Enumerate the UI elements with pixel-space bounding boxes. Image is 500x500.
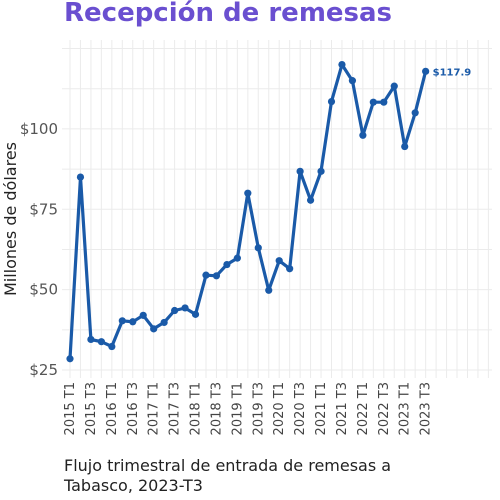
data-point — [306, 196, 315, 204]
data-point — [390, 82, 398, 90]
x-tick-label: 2017 T1 — [147, 382, 162, 435]
data-point — [223, 260, 231, 269]
data-point — [296, 167, 304, 175]
data-point — [265, 286, 273, 294]
chart-caption: Flujo trimestral de entrada de remesas a… — [64, 456, 484, 496]
data-point — [76, 173, 85, 181]
data-point — [129, 318, 137, 326]
data-point — [191, 310, 200, 318]
x-tick-label: 2015 T3 — [84, 382, 99, 435]
x-tick-label: 2023 T1 — [398, 382, 413, 435]
data-point — [275, 257, 283, 265]
data-point — [401, 142, 409, 151]
caption-line-1: Flujo trimestral de entrada de remesas a — [64, 456, 392, 475]
chart-title: Recepción de remesas — [64, 0, 393, 28]
y-tick-label: $25 — [29, 361, 58, 379]
x-tick-label: 2021 T3 — [335, 382, 350, 435]
data-point — [171, 306, 179, 315]
data-point — [108, 342, 116, 351]
x-tick-label: 2023 T3 — [419, 382, 434, 435]
x-tick-label: 2016 T3 — [126, 382, 141, 435]
x-tick-label: 2020 T1 — [272, 382, 287, 435]
data-point — [254, 244, 262, 252]
x-tick-label: 2021 T1 — [314, 382, 329, 435]
x-tick-label: 2019 T3 — [251, 382, 266, 435]
y-tick-label: $100 — [20, 120, 58, 138]
y-axis-label: Millones de dólares — [1, 142, 20, 296]
end-value-label: $117.9 — [433, 67, 472, 78]
data-point — [233, 254, 241, 262]
data-point — [380, 98, 388, 106]
data-point — [181, 304, 189, 312]
data-point — [244, 189, 252, 197]
y-tick-label: $50 — [29, 281, 58, 299]
data-point — [66, 355, 74, 363]
x-tick-label: 2017 T3 — [168, 382, 183, 435]
data-point — [348, 77, 357, 85]
y-tick-label: $75 — [29, 200, 58, 218]
data-point — [139, 311, 147, 319]
data-point — [411, 109, 419, 117]
x-tick-label: 2022 T3 — [377, 382, 392, 435]
data-point — [160, 318, 168, 327]
data-point — [118, 317, 126, 325]
x-tick-label: 2018 T1 — [189, 382, 204, 435]
caption-line-2: Tabasco, 2023-T3 — [64, 476, 203, 495]
data-point — [327, 97, 336, 106]
x-tick-label: 2020 T3 — [293, 382, 308, 435]
data-point — [202, 271, 210, 279]
data-point — [359, 131, 367, 139]
data-point — [87, 335, 95, 344]
data-point — [369, 98, 377, 106]
data-point — [286, 265, 294, 273]
x-tick-label: 2016 T1 — [105, 382, 120, 435]
data-point — [317, 167, 325, 175]
data-point — [338, 60, 346, 69]
data-point — [212, 272, 221, 280]
x-tick-label: 2015 T1 — [63, 382, 78, 435]
data-point — [97, 338, 105, 346]
data-point — [422, 67, 430, 75]
x-tick-label: 2018 T3 — [209, 382, 224, 435]
x-tick-label: 2022 T1 — [356, 382, 371, 435]
data-point — [150, 325, 158, 333]
x-tick-label: 2019 T1 — [230, 382, 245, 435]
